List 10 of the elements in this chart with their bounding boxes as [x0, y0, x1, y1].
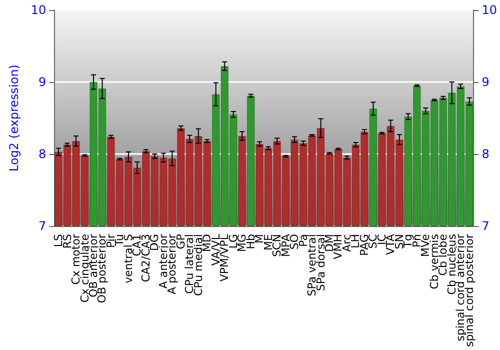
- y-tick-label: 10: [30, 3, 46, 17]
- y-axis-title: Log2 (expression): [7, 64, 21, 172]
- y-tick-label: 8: [38, 147, 46, 162]
- y2-tick-label: 10: [482, 3, 498, 17]
- x-tick-label: A posterior: [166, 234, 179, 294]
- y2-tick-label: 7: [482, 219, 490, 234]
- y-tick-label: 9: [38, 75, 46, 90]
- y2-tick-label: 9: [482, 75, 490, 90]
- y-tick-label: 7: [38, 219, 46, 234]
- y2-tick-label: 8: [482, 147, 490, 162]
